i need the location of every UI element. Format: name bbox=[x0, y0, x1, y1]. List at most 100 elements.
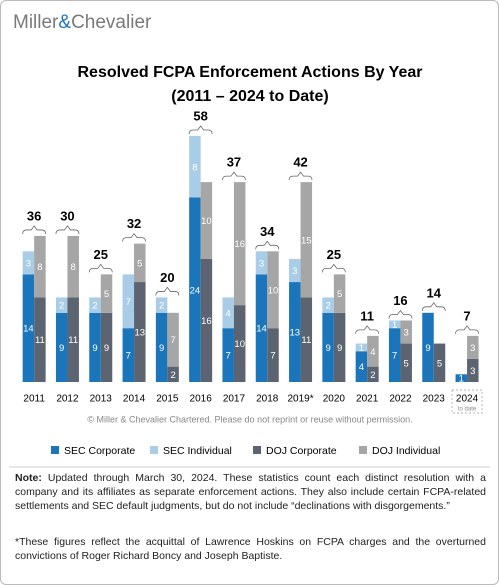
data-label: 9 bbox=[425, 343, 430, 354]
total-label: 20 bbox=[160, 270, 174, 285]
bar-segment bbox=[367, 335, 379, 367]
bar-segment bbox=[122, 328, 135, 382]
data-label: 7 bbox=[270, 351, 275, 362]
x-tick-label: 2014 bbox=[123, 394, 146, 405]
data-label: 2 bbox=[325, 301, 330, 312]
data-label: 4 bbox=[359, 362, 364, 373]
bar-segment bbox=[400, 320, 412, 344]
data-label: 14 bbox=[256, 324, 267, 335]
total-brace bbox=[122, 232, 146, 242]
x-tick-label: 2016 bbox=[190, 394, 213, 405]
legend-swatch bbox=[150, 446, 158, 454]
total-brace bbox=[255, 240, 280, 250]
data-label: 9 bbox=[59, 343, 64, 354]
bar-segment bbox=[233, 305, 246, 382]
data-label: 3 bbox=[292, 266, 297, 277]
bar-segment bbox=[388, 320, 401, 329]
bar-segment bbox=[333, 312, 346, 382]
data-label: 11 bbox=[301, 335, 311, 346]
bar-segment bbox=[55, 297, 68, 313]
total-label: 14 bbox=[427, 285, 442, 300]
logo-part: Chevalier bbox=[71, 12, 152, 33]
data-label: 7 bbox=[126, 351, 131, 362]
footnote: *These figures reflect the acquittal of … bbox=[15, 536, 486, 562]
total-label: 25 bbox=[94, 247, 108, 262]
note-text: Updated through March 30, 2024. These st… bbox=[15, 472, 486, 512]
copyright: © Miller & Chevalier Chartered. Please d… bbox=[87, 414, 412, 424]
data-label: 2 bbox=[59, 301, 64, 312]
data-label: 9 bbox=[159, 343, 164, 354]
bar-segment bbox=[433, 343, 446, 382]
bar-segment bbox=[200, 182, 213, 259]
data-label: 3 bbox=[404, 328, 409, 339]
data-label: 24 bbox=[190, 285, 201, 296]
data-label: 9 bbox=[325, 343, 330, 354]
bar-segment bbox=[400, 343, 412, 382]
data-label: 1 bbox=[392, 320, 397, 331]
data-label: 4 bbox=[370, 347, 375, 358]
data-label: 8 bbox=[37, 262, 42, 273]
bar-segment bbox=[467, 358, 479, 382]
data-label: 3 bbox=[470, 343, 475, 354]
bar-segment bbox=[333, 274, 346, 313]
total-label: 7 bbox=[463, 308, 470, 323]
x-tick-label: 2021 bbox=[356, 394, 379, 405]
data-label: 3 bbox=[259, 258, 264, 269]
legend-label: SEC Corporate bbox=[64, 445, 135, 457]
bar-segment bbox=[322, 297, 334, 313]
chart: Miller&Chevalier Resolved FCPA Enforceme… bbox=[9, 12, 490, 468]
bar-segment bbox=[467, 335, 479, 359]
data-label: 2 bbox=[159, 301, 164, 312]
total-label: 58 bbox=[193, 108, 207, 123]
bar-segment bbox=[255, 251, 268, 275]
chart-subtitle: (2011 – 2024 to Date) bbox=[171, 88, 328, 105]
x-tick-label: 2018 bbox=[256, 394, 279, 405]
bar-segment bbox=[388, 328, 401, 382]
total-label: 16 bbox=[393, 293, 407, 308]
note-label: Note: bbox=[15, 472, 42, 484]
bar-segment bbox=[22, 251, 35, 275]
bar-segment bbox=[55, 312, 68, 382]
data-label: 5 bbox=[137, 258, 142, 269]
x-tick-label: 2012 bbox=[56, 394, 79, 405]
data-label: 3 bbox=[470, 366, 475, 377]
bar-segment bbox=[167, 366, 179, 382]
total-brace bbox=[155, 286, 180, 296]
legend-swatch bbox=[51, 446, 59, 454]
bar-segment bbox=[355, 343, 368, 352]
total-label: 32 bbox=[127, 216, 141, 231]
data-label: 11 bbox=[68, 335, 78, 346]
total-label: 34 bbox=[260, 224, 275, 239]
data-label: 5 bbox=[337, 289, 342, 300]
bar-segment bbox=[267, 328, 279, 382]
total-brace bbox=[222, 171, 246, 181]
bar-segment bbox=[367, 366, 379, 382]
data-label: 1 bbox=[359, 343, 364, 354]
data-label: 10 bbox=[268, 285, 279, 296]
x-tick-label: 2013 bbox=[90, 394, 113, 405]
data-label: 1 bbox=[459, 374, 464, 385]
bar-segment bbox=[34, 297, 46, 382]
bar-segment bbox=[155, 297, 168, 313]
data-label: 5 bbox=[404, 358, 409, 369]
bar-segment bbox=[100, 312, 113, 382]
bar-segment bbox=[300, 297, 313, 382]
note: Note: Updated through March 30, 2024. Th… bbox=[15, 471, 486, 513]
total-label: 37 bbox=[227, 155, 241, 170]
legend-label: SEC Individual bbox=[163, 445, 232, 457]
total-brace bbox=[355, 325, 380, 334]
x-tick-label: 2015 bbox=[156, 394, 179, 405]
bar-segment bbox=[300, 182, 313, 298]
x-tick-label: 2011 bbox=[23, 394, 45, 405]
x-tick-label: 2017 bbox=[223, 394, 246, 405]
bar-segment bbox=[289, 259, 301, 283]
data-label: 7 bbox=[226, 351, 231, 362]
data-label: 9 bbox=[104, 343, 109, 354]
bar-segment bbox=[134, 243, 146, 283]
data-label: 2 bbox=[92, 301, 97, 312]
data-label: 2 bbox=[170, 370, 175, 381]
data-label: 16 bbox=[234, 239, 245, 250]
bar-segment bbox=[22, 274, 35, 382]
data-label: 13 bbox=[290, 328, 301, 339]
